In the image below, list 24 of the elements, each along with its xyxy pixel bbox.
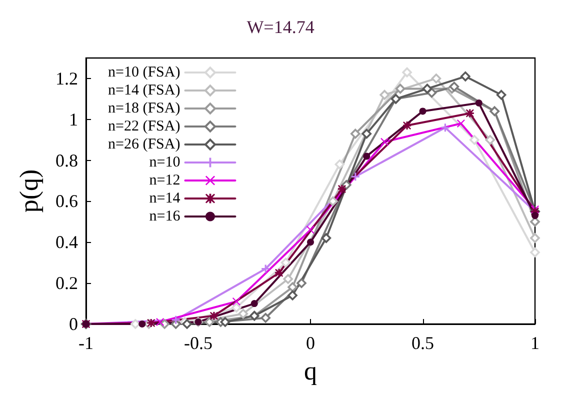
legend-label: n=10 (FSA) [108, 64, 180, 80]
y-tick-label: 1.2 [56, 68, 78, 88]
legend-label: n=12 [149, 172, 180, 188]
x-tick-label: 0 [306, 333, 315, 353]
legend-label: n=14 [149, 190, 181, 206]
chart-title: W=14.74 [246, 17, 314, 37]
x-tick-label: -1 [78, 333, 94, 353]
x-tick-label: 1 [530, 333, 540, 353]
y-tick-label: 0.2 [56, 273, 78, 294]
legend-label: n=10 [149, 154, 180, 170]
y-tick-label: 0.8 [56, 150, 78, 170]
x-axis-title: q [304, 356, 317, 386]
x-tick-label: 0.5 [412, 333, 434, 353]
y-tick-label: 0.6 [56, 191, 78, 212]
legend-label: n=22 (FSA) [108, 118, 180, 134]
legend-label: n=16 [149, 208, 181, 224]
x-tick-label: -0.5 [184, 333, 212, 353]
y-tick-label: 1 [69, 109, 78, 130]
y-axis-title: p(q) [14, 169, 44, 213]
legend-label: n=26 (FSA) [108, 136, 180, 152]
legend-label: n=18 (FSA) [108, 100, 180, 116]
legend-label: n=14 (FSA) [108, 82, 180, 98]
y-tick-label: 0.4 [56, 232, 78, 252]
y-tick-label: 0 [69, 314, 78, 334]
